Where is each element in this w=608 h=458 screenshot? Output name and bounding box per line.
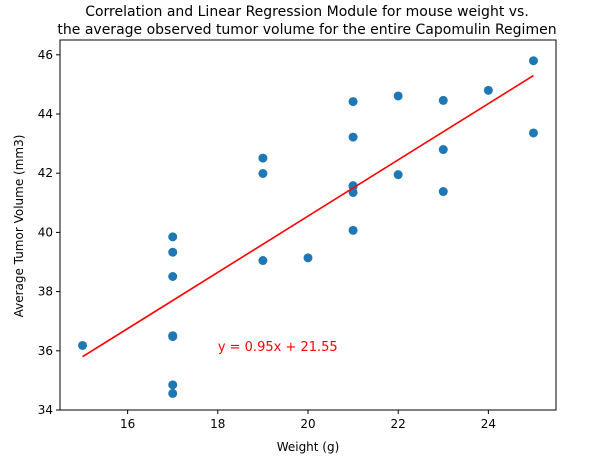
x-tick-label: 16 xyxy=(120,417,135,431)
data-point xyxy=(348,132,358,142)
x-axis-label: Weight (g) xyxy=(277,440,340,454)
x-tick-label: 20 xyxy=(300,417,315,431)
regression-line xyxy=(82,74,534,358)
data-point xyxy=(303,253,313,263)
data-point xyxy=(438,187,448,197)
y-tick-label: 46 xyxy=(38,48,53,62)
data-point xyxy=(438,145,448,155)
x-axis: 16 18 20 22 24 xyxy=(120,410,496,431)
y-tick-label: 38 xyxy=(38,285,53,299)
chart-title-line-1: Correlation and Linear Regression Module… xyxy=(85,4,529,20)
data-point xyxy=(258,168,268,178)
chart-title-line-2: the average observed tumor volume for th… xyxy=(57,22,556,38)
data-point xyxy=(393,170,403,180)
data-point xyxy=(348,225,358,235)
plot-area xyxy=(78,56,538,398)
data-point xyxy=(168,380,178,390)
y-tick-label: 34 xyxy=(38,403,53,417)
y-axis: 34 36 38 40 42 44 46 xyxy=(38,48,60,417)
y-tick-label: 40 xyxy=(38,225,53,239)
data-point xyxy=(393,91,403,101)
y-tick-label: 44 xyxy=(38,107,53,121)
data-point xyxy=(528,56,538,66)
data-point xyxy=(483,85,493,95)
x-tick-label: 24 xyxy=(481,417,496,431)
data-point xyxy=(78,340,88,350)
data-point xyxy=(258,153,268,163)
regression-equation-label: y = 0.95x + 21.55 xyxy=(218,340,338,355)
y-axis-label: Average Tumor Volume (mm3) xyxy=(12,135,26,318)
data-point xyxy=(438,95,448,105)
data-point xyxy=(168,247,178,257)
y-tick-label: 42 xyxy=(38,166,53,180)
data-point xyxy=(168,272,178,282)
data-point xyxy=(258,256,268,266)
x-tick-label: 22 xyxy=(391,417,406,431)
data-point xyxy=(168,388,178,398)
y-tick-label: 36 xyxy=(38,344,53,358)
data-point xyxy=(528,128,538,138)
data-point xyxy=(348,97,358,107)
x-tick-label: 18 xyxy=(210,417,225,431)
data-point xyxy=(168,332,178,342)
data-point xyxy=(168,232,178,242)
